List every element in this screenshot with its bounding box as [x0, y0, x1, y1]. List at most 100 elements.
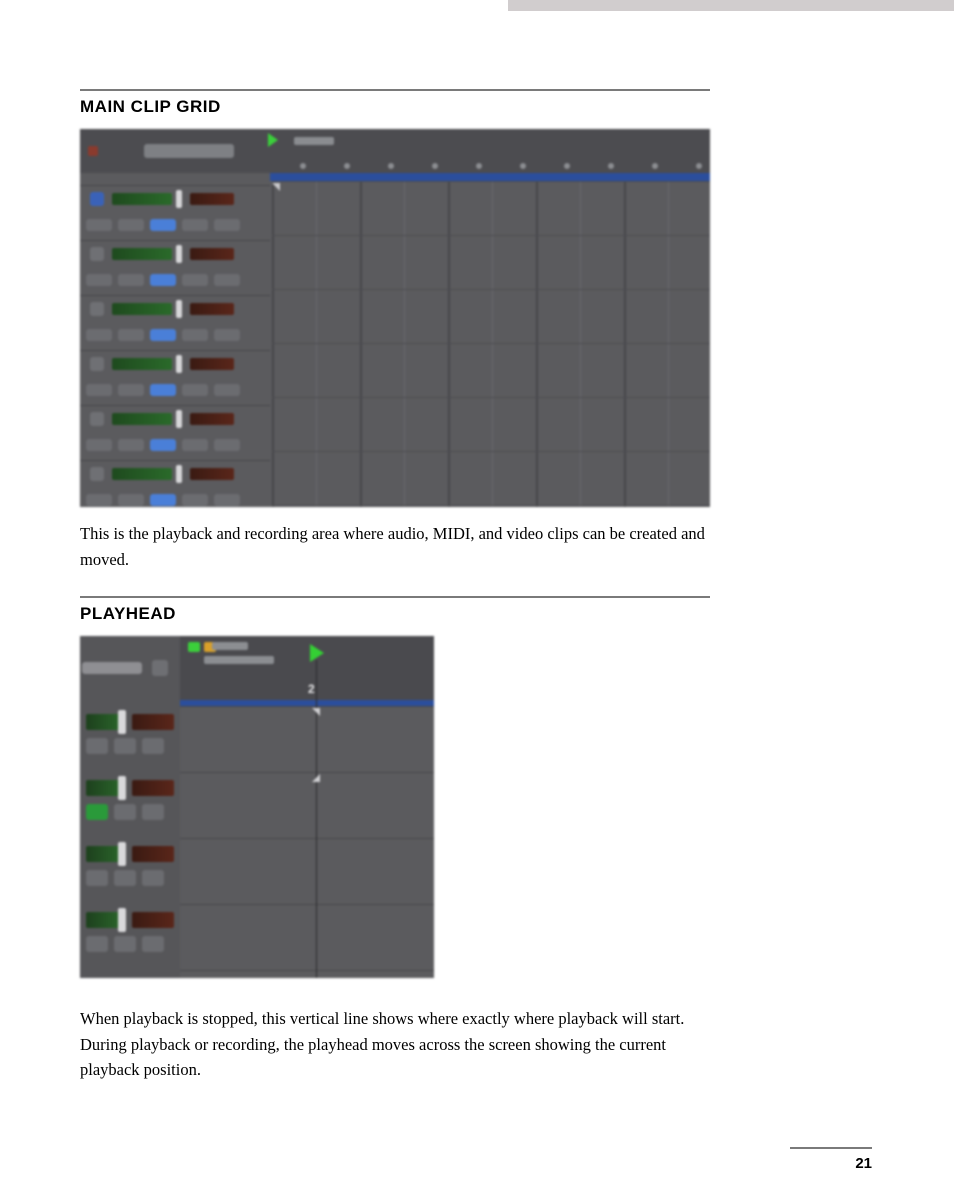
track-buttons: [80, 870, 164, 886]
section-rule: [80, 89, 710, 91]
track-header: [80, 240, 270, 295]
track-button: [86, 329, 112, 341]
track-button: [182, 384, 208, 396]
track-fx-button: [86, 738, 108, 754]
track-header: [80, 185, 270, 240]
ruler-tick: [608, 163, 614, 169]
track-button: [86, 219, 112, 231]
track-meter-green: [112, 248, 172, 260]
fig1-header: [80, 129, 710, 173]
fig1-clip-grid: [272, 181, 710, 507]
grid-vline: [668, 181, 669, 507]
track-meter-green: [112, 303, 172, 315]
ruler-tick: [652, 163, 658, 169]
ruler-tick: [520, 163, 526, 169]
track-indicator-icon: [90, 467, 104, 481]
track-button: [214, 439, 240, 451]
track-button: [118, 274, 144, 286]
page-number: 21: [0, 1155, 872, 1172]
track-fader-icon: [176, 465, 182, 483]
track-fader-icon: [176, 300, 182, 318]
track-indicator-icon: [90, 302, 104, 316]
ruler-tick: [344, 163, 350, 169]
ruler-tick: [432, 163, 438, 169]
track-fx-button: [86, 804, 108, 820]
figure-main-clip-grid: [80, 129, 710, 507]
ruler-tick: [696, 163, 702, 169]
track-row2: [80, 487, 270, 507]
track-fader-icon: [176, 355, 182, 373]
track-button: [118, 219, 144, 231]
flag-icon: [188, 642, 200, 652]
track-button: [214, 329, 240, 341]
grid-vline: [404, 181, 405, 507]
track-button: [118, 329, 144, 341]
track-button: [214, 274, 240, 286]
fig2-panel-button: [152, 660, 168, 676]
section-title-clipgrid: MAIN CLIP GRID: [80, 97, 710, 117]
track-button-highlight: [150, 384, 176, 396]
grid-vline: [624, 181, 626, 507]
grid-hline: [272, 235, 710, 236]
track-meter-red: [132, 912, 174, 928]
fig2-panel-label: [82, 662, 142, 674]
fig2-track-header: [80, 906, 180, 970]
play-marker-icon: [268, 133, 278, 147]
grid-vline: [536, 181, 538, 507]
track-button: [86, 384, 112, 396]
section-rule: [80, 596, 710, 598]
track-header: [80, 460, 270, 507]
track-fader-icon: [118, 710, 126, 734]
track-button: [182, 274, 208, 286]
track-fx-button: [86, 870, 108, 886]
track-button: [214, 219, 240, 231]
play-marker-icon: [310, 644, 324, 662]
track-button: [118, 439, 144, 451]
ruler-tick: [300, 163, 306, 169]
grid-hline: [180, 838, 434, 839]
section-title-playhead: PLAYHEAD: [80, 604, 710, 624]
grid-hline: [272, 451, 710, 452]
fig1-header-small-label: [294, 137, 334, 145]
ruler-tick: [564, 163, 570, 169]
grid-hline: [272, 343, 710, 344]
track-fader-icon: [176, 190, 182, 208]
fig2-clip-grid: [180, 706, 434, 978]
grid-vline: [448, 181, 450, 507]
fig2-track-header: [80, 840, 180, 904]
track-row1: [80, 461, 270, 487]
track-fader-icon: [176, 410, 182, 428]
track-row2: [80, 212, 270, 238]
track-indicator-icon: [90, 192, 104, 206]
track-meter-red: [190, 248, 234, 260]
page-content: MAIN CLIP GRID This is the playback and …: [0, 11, 710, 1083]
track-arm-button: [114, 738, 136, 754]
fig2-track-panel: [80, 636, 180, 978]
track-meter-green: [112, 468, 172, 480]
track-button: [86, 494, 112, 506]
track-button: [86, 439, 112, 451]
track-buttons: [80, 936, 164, 952]
track-button: [142, 870, 164, 886]
ruler-tick: [476, 163, 482, 169]
track-indicator-icon: [90, 357, 104, 371]
fig2-info-text-1: [212, 642, 248, 650]
track-row1: [80, 296, 270, 322]
fig2-info-text-2: [204, 656, 274, 664]
track-fader-icon: [118, 908, 126, 932]
track-meter-red: [132, 846, 174, 862]
grid-hline: [272, 181, 710, 182]
track-button-highlight: [150, 439, 176, 451]
grid-hline: [180, 706, 434, 707]
page-rule: [790, 1147, 872, 1149]
grid-hline: [272, 397, 710, 398]
track-meter-red: [190, 468, 234, 480]
track-meter-red: [190, 193, 234, 205]
grid-vline: [272, 181, 274, 507]
track-fader-icon: [176, 245, 182, 263]
track-header: [80, 350, 270, 405]
track-button-highlight: [150, 274, 176, 286]
fig1-record-dot-icon: [88, 146, 98, 156]
track-button: [86, 274, 112, 286]
track-indicator-icon: [90, 412, 104, 426]
